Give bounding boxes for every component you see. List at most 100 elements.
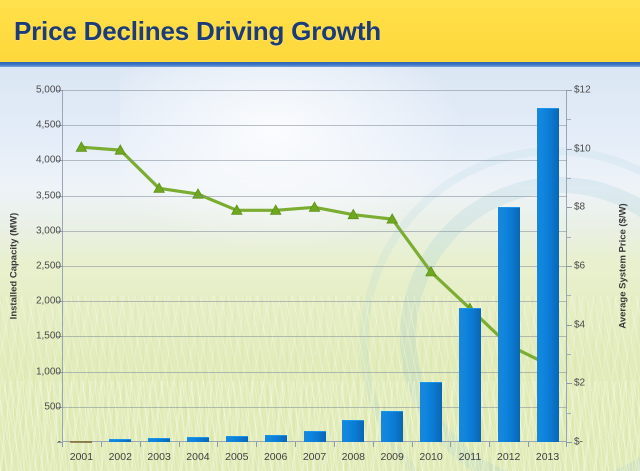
- bar-2013: [537, 107, 559, 442]
- right-axis-tick-label: $6: [574, 260, 586, 272]
- x-axis-tick-label: 2008: [341, 451, 366, 463]
- right-axis-tick: [567, 383, 572, 385]
- bar-2003: [148, 437, 170, 442]
- x-axis-tick: [100, 442, 102, 447]
- left-axis-tick-label: 3,000: [35, 225, 61, 237]
- left-axis-tick-label: 4,000: [35, 154, 61, 166]
- x-axis-tick-label: 2004: [186, 451, 210, 463]
- bar-2006: [265, 434, 287, 442]
- x-axis-tick: [566, 442, 567, 447]
- bar-2005: [226, 436, 248, 442]
- left-axis-tick-label: 2,500: [35, 260, 61, 272]
- right-axis-tick: [567, 90, 572, 91]
- x-axis-tick: [372, 442, 374, 447]
- left-axis-tick: [57, 442, 62, 443]
- left-axis-tick: [57, 230, 62, 232]
- bar-2007: [304, 430, 326, 442]
- left-axis-tick: [57, 266, 62, 267]
- gridline: [62, 406, 567, 408]
- left-axis-tick-label: 500: [44, 401, 61, 413]
- price-marker-2008: [347, 208, 360, 220]
- gridline: [62, 195, 567, 197]
- right-axis-tick-label: $4: [574, 319, 586, 331]
- right-axis-tick-label: $2: [574, 377, 586, 389]
- x-axis-tick-label: 2009: [380, 451, 404, 463]
- left-axis-tick: [57, 406, 62, 408]
- x-axis-tick-label: 2012: [497, 451, 521, 463]
- price-marker-2009: [386, 213, 399, 224]
- x-axis-tick: [295, 442, 297, 447]
- x-axis-tick: [411, 442, 413, 447]
- bar-2009: [381, 411, 403, 442]
- gridline: [62, 336, 567, 338]
- gridline: [62, 230, 567, 232]
- x-axis-tick-label: 2001: [69, 451, 94, 463]
- gridline: [62, 125, 567, 127]
- right-axis-minor-tick: [567, 354, 571, 355]
- banner-divider: [0, 62, 640, 67]
- bar-2011: [459, 308, 481, 442]
- left-axis-tick: [57, 301, 62, 303]
- chart-canvas: Installed Capacity (MW) Average System P…: [0, 67, 640, 471]
- left-axis-tick-label: 1,500: [35, 330, 61, 342]
- left-axis-tick-label: 2,000: [35, 295, 61, 307]
- price-marker-2003: [153, 182, 165, 193]
- right-axis-minor-tick: [567, 178, 571, 179]
- x-axis-tick-label: 2010: [419, 451, 443, 463]
- bar-2010: [420, 382, 442, 442]
- gridline: [62, 371, 567, 373]
- price-marker-2001: [75, 141, 88, 152]
- right-axis-minor-tick: [567, 119, 571, 121]
- price-marker-2007: [308, 201, 321, 212]
- left-axis-tick: [57, 195, 62, 197]
- gridline: [62, 160, 567, 162]
- right-axis-tick-label: $10: [574, 143, 591, 155]
- right-axis-title: Average System Price ($/W): [617, 203, 629, 329]
- left-axis-tick: [57, 371, 62, 373]
- x-axis-tick-label: 2013: [535, 451, 560, 463]
- gridline: [62, 301, 567, 303]
- x-axis-tick-label: 2002: [108, 451, 132, 463]
- title-banner: Price Declines Driving Growth: [0, 0, 640, 62]
- gridline: [62, 266, 567, 267]
- right-axis-tick-label: $12: [574, 84, 591, 96]
- x-axis-tick-label: 2007: [302, 451, 327, 463]
- price-marker-2005: [230, 204, 243, 215]
- price-marker-2002: [114, 144, 127, 155]
- right-axis-tick-label: $-: [574, 436, 583, 448]
- left-axis-tick-label: 1,000: [35, 366, 61, 378]
- left-axis-tick: [57, 336, 62, 338]
- left-axis-tick-label: -: [57, 436, 61, 448]
- x-axis-tick: [528, 442, 530, 447]
- right-axis-minor-tick: [567, 236, 571, 238]
- right-axis-tick: [567, 207, 572, 209]
- right-axis-minor-tick: [567, 295, 571, 297]
- right-axis-tick: [567, 266, 572, 267]
- right-axis-minor-tick: [567, 412, 571, 414]
- x-axis-tick: [256, 442, 258, 447]
- x-axis-tick: [489, 442, 491, 447]
- bar-2001: [70, 440, 92, 443]
- x-axis-tick: [139, 442, 141, 447]
- right-axis-tick: [567, 148, 572, 150]
- left-axis-tick: [57, 90, 62, 91]
- left-axis-tick-label: 4,500: [35, 119, 61, 131]
- x-axis-tick-label: 2003: [147, 451, 171, 463]
- left-axis-tick-label: 5,000: [35, 84, 61, 96]
- price-marker-2004: [192, 188, 204, 199]
- bar-2008: [342, 420, 364, 442]
- x-axis-tick-label: 2005: [225, 451, 249, 463]
- left-axis-tick-label: 3,500: [35, 190, 61, 202]
- price-marker-2010: [425, 265, 437, 277]
- right-axis-tick: [567, 442, 572, 443]
- bar-2002: [109, 438, 131, 442]
- gridline: [62, 90, 567, 91]
- right-axis-tick-label: $8: [574, 201, 586, 213]
- x-axis-tick: [450, 442, 452, 447]
- price-marker-2006: [269, 204, 282, 215]
- left-axis-tick: [57, 160, 62, 162]
- x-axis-tick-label: 2006: [263, 451, 288, 463]
- x-axis-tick-label: 2011: [458, 451, 482, 463]
- left-axis-title: Installed Capacity (MW): [8, 212, 20, 320]
